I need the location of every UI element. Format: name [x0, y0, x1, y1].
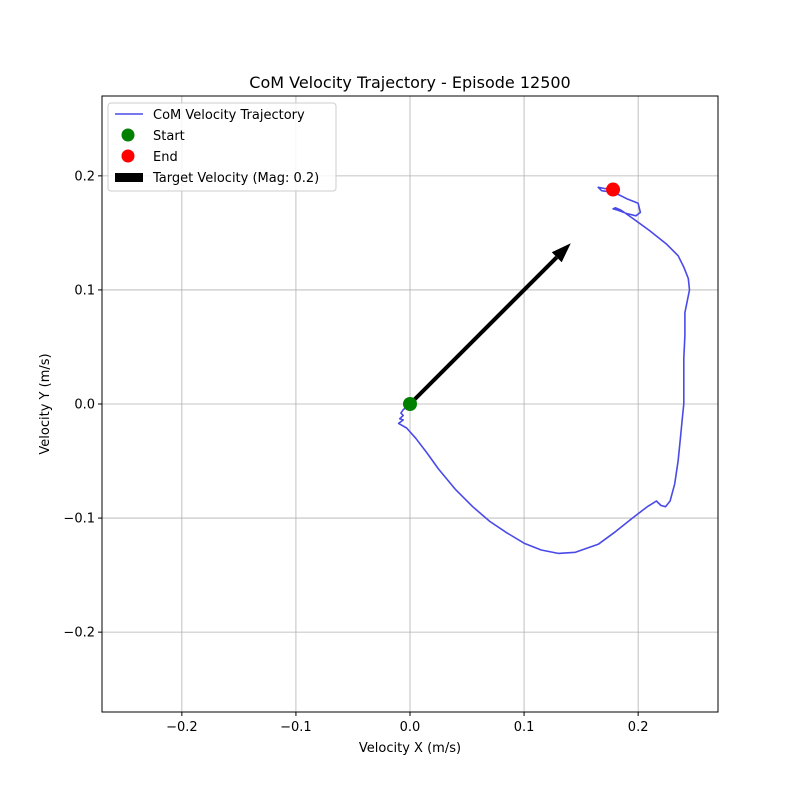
- legend: CoM Velocity Trajectory Start End Target…: [107, 102, 337, 192]
- y-tick-label: −0.1: [63, 512, 95, 527]
- y-tick-label: −0.2: [63, 626, 95, 641]
- legend-label-start: Start: [153, 129, 185, 144]
- trajectory-line: [397, 186, 691, 555]
- target-velocity-arrow-shaft: [408, 255, 559, 406]
- legend-label-end: End: [153, 150, 178, 165]
- y-tick-label: 0.0: [74, 398, 95, 413]
- x-tick-label: 0.2: [628, 720, 649, 735]
- chart-title: CoM Velocity Trajectory - Episode 12500: [249, 73, 570, 92]
- legend-label-trajectory: CoM Velocity Trajectory: [153, 108, 305, 123]
- legend-arrow-swatch: [115, 173, 143, 182]
- y-tick-label: 0.2: [74, 169, 95, 184]
- legend-label-target: Target Velocity (Mag: 0.2): [152, 171, 319, 186]
- x-tick-label: 0.0: [400, 720, 421, 735]
- x-tick-label: 0.1: [514, 720, 535, 735]
- plot-area: [397, 182, 691, 555]
- x-axis-label: Velocity X (m/s): [359, 741, 461, 756]
- axis-ticks: −0.2 −0.1 0.0 0.1 0.2 −0.2 −0.1 0.0 0.1 0.2: [63, 169, 648, 735]
- legend-box: [107, 102, 337, 192]
- target-velocity-arrow-head: [551, 243, 571, 263]
- y-tick-label: 0.1: [74, 283, 95, 298]
- x-tick-label: −0.1: [280, 720, 312, 735]
- legend-end-marker: [121, 149, 135, 163]
- start-marker: [403, 397, 417, 411]
- legend-start-marker: [121, 128, 135, 142]
- y-axis-label: Velocity Y (m/s): [38, 353, 53, 454]
- end-marker: [606, 182, 621, 197]
- x-tick-label: −0.2: [166, 720, 198, 735]
